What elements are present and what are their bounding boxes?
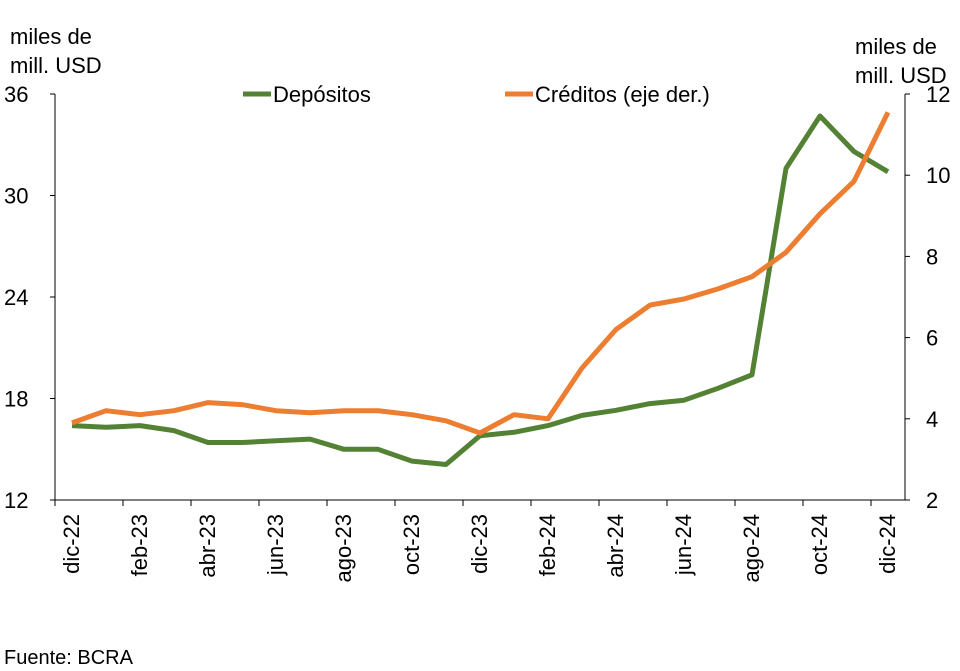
x-tick-label: jun-23 — [263, 514, 288, 576]
source: Fuente: BCRA — [4, 647, 134, 669]
y2-tick-label: 12 — [926, 82, 950, 107]
x-tick-label: dic-22 — [59, 514, 84, 574]
y-axis-label: miles de — [10, 24, 92, 49]
x-tick-label: oct-24 — [807, 514, 832, 575]
x-tick-label: feb-23 — [127, 514, 152, 576]
y2-tick-label: 2 — [926, 488, 938, 513]
y2-axis-label: mill. USD — [855, 63, 947, 88]
y-tick-label: 18 — [4, 387, 28, 412]
y-tick-label: 36 — [4, 82, 28, 107]
line-series — [71, 111, 891, 436]
y2-tick-label: 6 — [926, 326, 938, 351]
x-tick-label: abr-24 — [603, 514, 628, 578]
y-tick-label: 12 — [4, 488, 28, 513]
x-tick-label: abr-23 — [195, 514, 220, 578]
legend-label: Créditos (eje der.) — [535, 82, 710, 107]
y2-axis-label: miles de — [855, 34, 937, 59]
x-tick-label: ago-24 — [739, 514, 764, 583]
x-tick-label: dic-23 — [467, 514, 492, 574]
x-tick-label: jun-24 — [671, 514, 696, 576]
x-tick-label: dic-24 — [875, 514, 900, 574]
x-tick-label: oct-23 — [399, 514, 424, 575]
y-tick-label: 30 — [4, 184, 28, 209]
y2-tick-label: 4 — [926, 407, 938, 432]
y-axis-label: mill. USD — [10, 53, 102, 78]
y2-tick-label: 10 — [926, 163, 950, 188]
legend-label: Depósitos — [273, 82, 371, 107]
x-tick-label: ago-23 — [331, 514, 356, 583]
y-tick-label: 24 — [4, 285, 28, 310]
x-tick-label: feb-24 — [535, 514, 560, 576]
y2-tick-label: 8 — [926, 244, 938, 269]
line-series — [71, 113, 890, 467]
